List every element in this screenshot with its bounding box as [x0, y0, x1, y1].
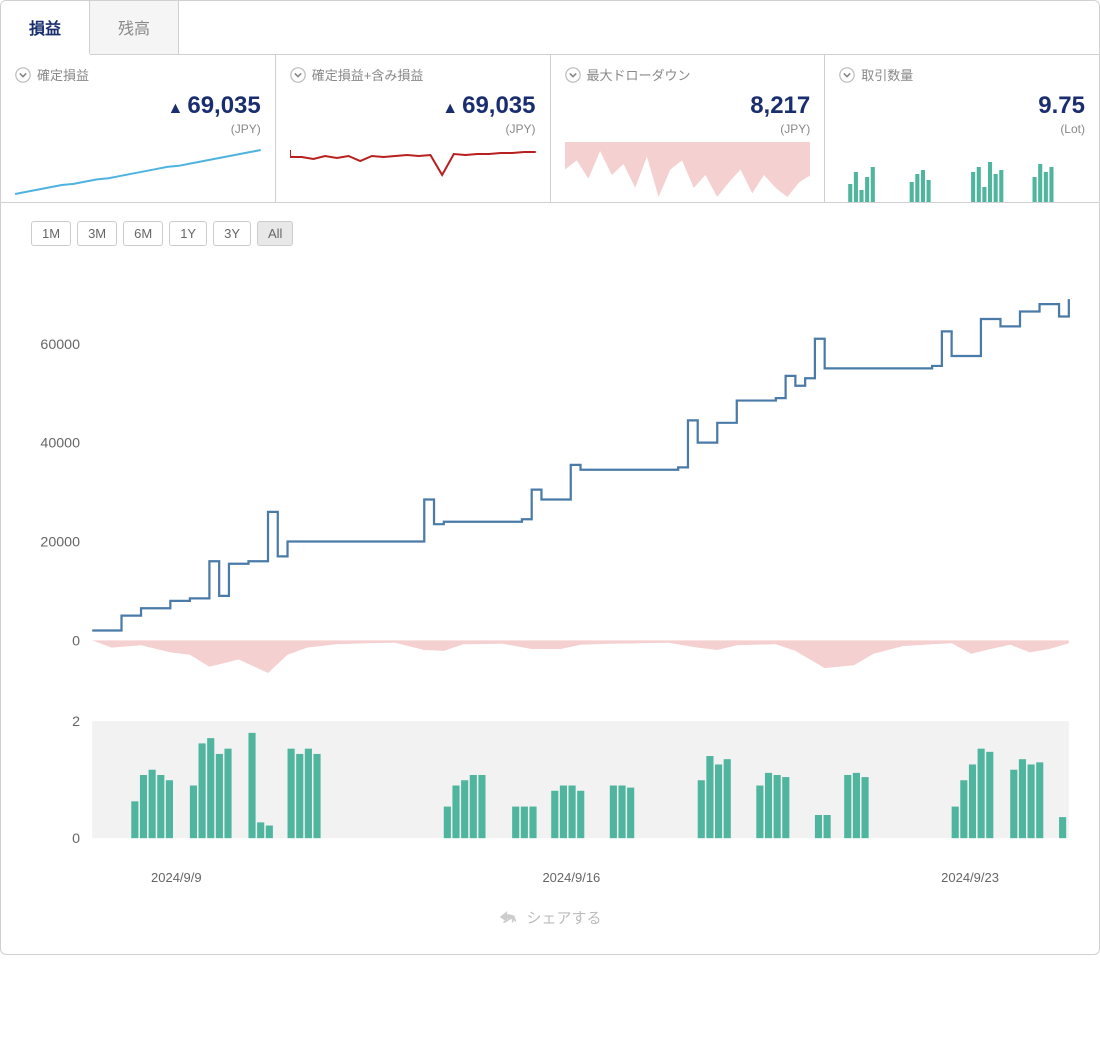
card-title: 最大ドローダウン: [587, 65, 691, 84]
share-icon: [498, 907, 518, 927]
card-value: 8,217: [565, 92, 811, 120]
range-3y[interactable]: 3Y: [213, 221, 251, 246]
range-1m[interactable]: 1M: [31, 221, 71, 246]
card-title: 確定損益: [37, 65, 89, 84]
card-title: 確定損益+含み損益: [312, 65, 424, 84]
range-6m[interactable]: 6M: [123, 221, 163, 246]
card-value: ▲69,035: [15, 92, 261, 120]
svg-text:0: 0: [72, 832, 80, 848]
chevron-down-icon: [839, 67, 855, 83]
range-3m[interactable]: 3M: [77, 221, 117, 246]
svg-text:2: 2: [72, 715, 80, 731]
stat-card-drawdown[interactable]: 最大ドローダウン 8,217 (JPY): [551, 55, 826, 202]
tabs: 損益 残高: [1, 1, 1099, 55]
card-unit: (Lot): [839, 122, 1085, 136]
card-value: 9.75: [839, 92, 1085, 120]
share-button[interactable]: シェアする: [1, 885, 1099, 954]
stat-card-unrealized[interactable]: 確定損益+含み損益 ▲69,035 (JPY): [276, 55, 551, 202]
svg-text:60000: 60000: [40, 337, 80, 353]
card-unit: (JPY): [15, 122, 261, 136]
stat-cards: 確定損益 ▲69,035 (JPY) 確定損益+含み損益 ▲69,035 (JP…: [1, 55, 1099, 203]
x-tick-label: 2024/9/23: [941, 870, 999, 885]
card-value: ▲69,035: [290, 92, 536, 120]
svg-text:20000: 20000: [40, 535, 80, 551]
svg-text:0: 0: [72, 633, 80, 649]
x-axis: 2024/9/9 2024/9/16 2024/9/23: [21, 864, 1079, 885]
x-tick-label: 2024/9/9: [151, 870, 202, 885]
tab-pl[interactable]: 損益: [1, 1, 90, 55]
card-unit: (JPY): [290, 122, 536, 136]
tab-balance[interactable]: 残高: [90, 1, 179, 54]
range-1y[interactable]: 1Y: [169, 221, 207, 246]
stat-card-lots[interactable]: 取引数量 9.75 (Lot): [825, 55, 1099, 202]
sparkline: [565, 142, 811, 202]
chevron-down-icon: [15, 67, 31, 83]
chevron-down-icon: [290, 67, 306, 83]
volume-bar-chart: 02: [21, 711, 1079, 864]
x-tick-label: 2024/9/16: [542, 870, 600, 885]
range-buttons: 1M3M6M1Y3YAll: [1, 203, 1099, 254]
card-unit: (JPY): [565, 122, 811, 136]
sparkline: [290, 142, 536, 202]
sparkline: [15, 142, 261, 202]
dashboard-panel: 損益 残高 確定損益 ▲69,035 (JPY) 確定損益+含み損益 ▲69,0…: [0, 0, 1100, 955]
stat-card-realized[interactable]: 確定損益 ▲69,035 (JPY): [1, 55, 276, 202]
chart-area: 0200004000060000 02 2024/9/92024/9/16202…: [1, 254, 1099, 885]
range-all[interactable]: All: [257, 221, 293, 246]
chevron-down-icon: [565, 67, 581, 83]
svg-text:40000: 40000: [40, 436, 80, 452]
pl-line-chart: 0 20000 40000 60000: [21, 264, 1079, 691]
card-title: 取引数量: [861, 65, 913, 84]
share-label: シェアする: [526, 907, 601, 928]
sparkline: [839, 142, 1085, 202]
